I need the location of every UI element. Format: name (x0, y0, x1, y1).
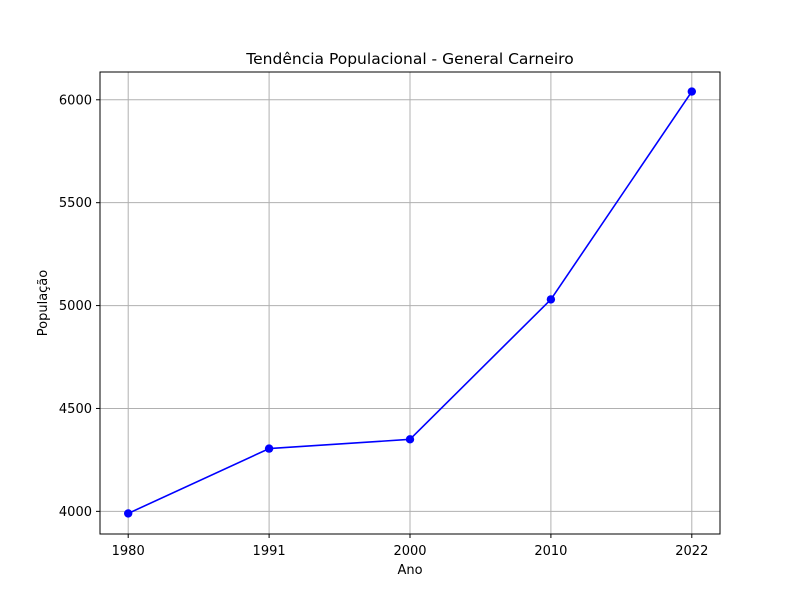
y-tick-label: 5000 (59, 299, 92, 314)
x-tick-label: 2000 (393, 544, 426, 559)
data-point (687, 87, 696, 96)
data-point (124, 509, 133, 518)
grid (100, 72, 720, 534)
data-point (546, 295, 556, 304)
y-axis-label: População (36, 270, 51, 337)
x-tick-label: 1991 (253, 544, 286, 559)
y-tick-label: 6000 (59, 93, 92, 108)
series-layer (124, 87, 696, 518)
x-tick-label: 1980 (112, 544, 145, 559)
chart-title: Tendência Populacional - General Carneir… (245, 50, 573, 68)
x-tick-label: 2022 (675, 544, 708, 559)
y-tick-label: 4500 (59, 402, 92, 417)
axis-ticks: 1980 1991 2000 2010 2022 4000 4500 5000 5500 6000 (59, 93, 708, 559)
y-tick-label: 5500 (59, 196, 92, 211)
data-point (405, 435, 415, 444)
data-point (264, 444, 274, 453)
y-tick-label: 4000 (59, 505, 92, 520)
x-axis-label: Ano (397, 563, 422, 578)
x-tick-label: 2010 (534, 544, 567, 559)
